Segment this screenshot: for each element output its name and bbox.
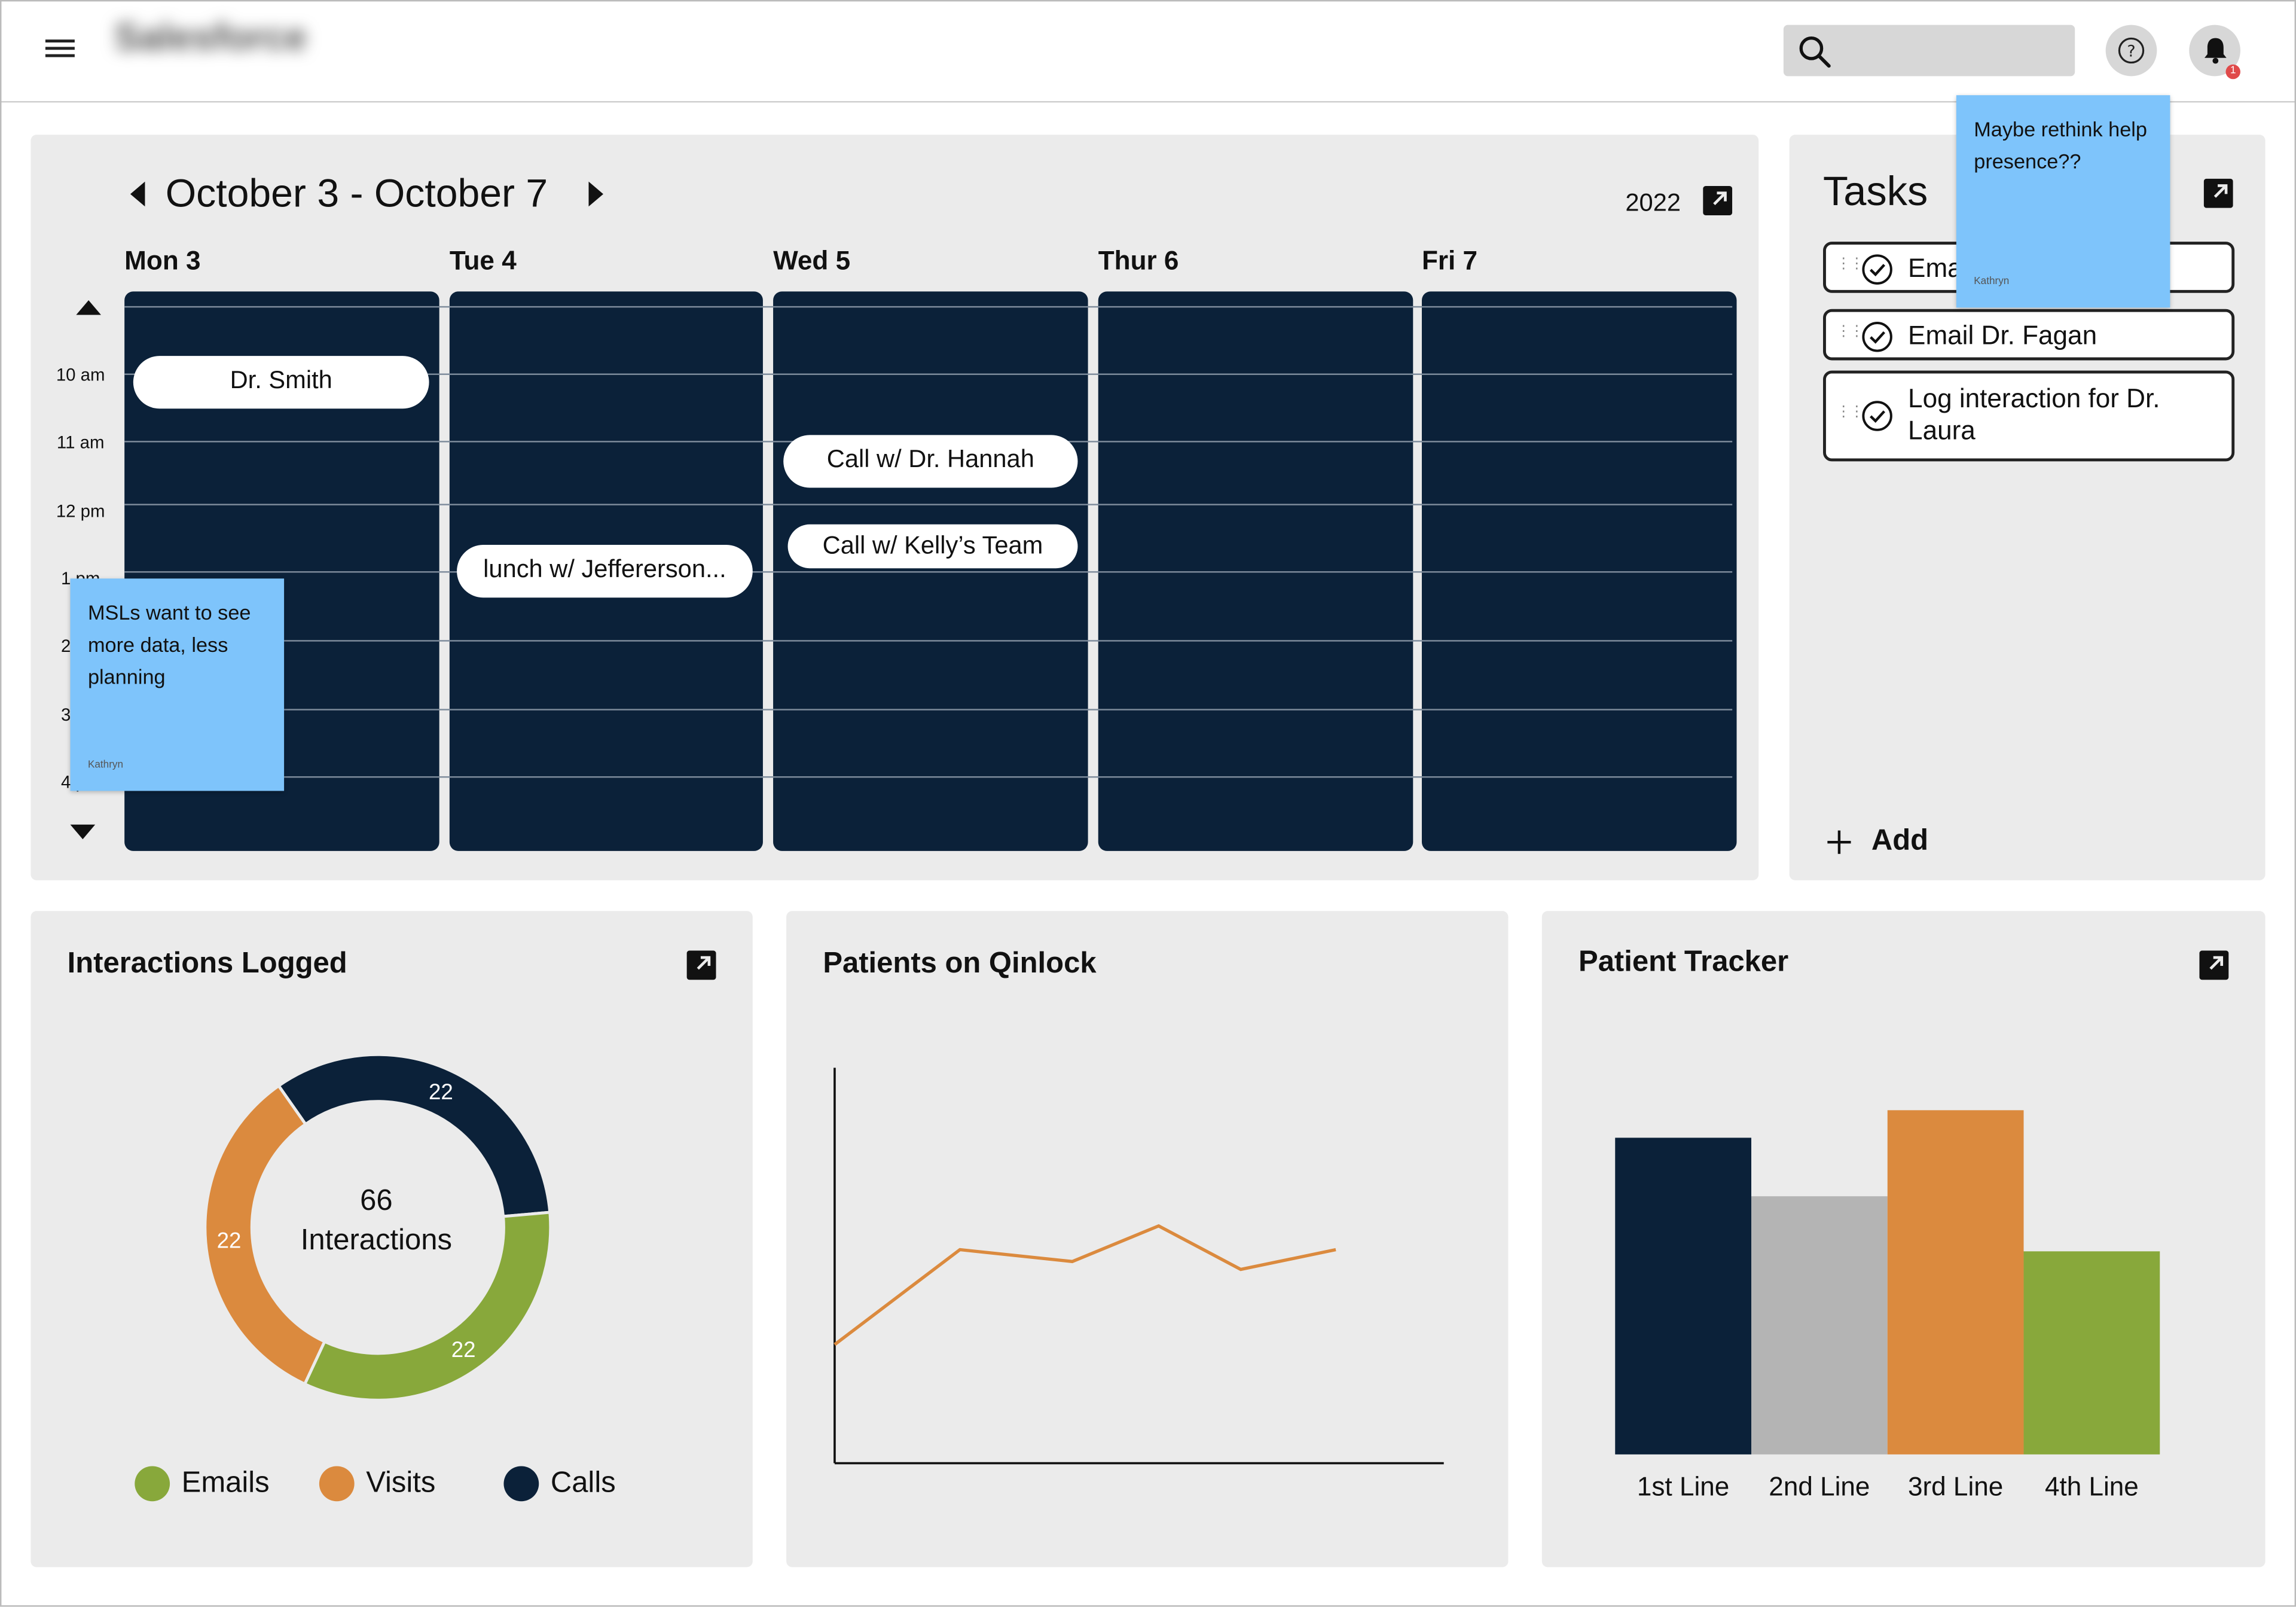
drag-handle-icon[interactable]: ⋮⋮ — [1836, 256, 1864, 273]
interactions-title: Interactions Logged — [67, 947, 347, 980]
search-input[interactable] — [1783, 25, 2075, 77]
donut-center-label: Interactions — [300, 1224, 452, 1257]
interactions-donut-chart: 22 22 22 — [203, 1053, 552, 1402]
help-button[interactable]: ? — [2105, 25, 2157, 77]
task-label: Email Dr. Fagan — [1908, 321, 2097, 350]
tracker-expand-icon[interactable] — [2199, 950, 2229, 980]
check-circle-icon[interactable] — [1861, 321, 1894, 353]
hour-gridline — [124, 571, 1733, 573]
sticky-note-author: Kathryn — [1974, 276, 2010, 288]
brand-logo: Salesforce — [114, 14, 307, 59]
notification-badge: 1 — [2225, 64, 2240, 80]
event-call-kelly-team[interactable]: Call w/ Kelly’s Team — [787, 524, 1078, 569]
legend-visits: Visits — [319, 1466, 436, 1502]
day-header-mon: Mon 3 — [124, 246, 201, 276]
bar-category-label: 4th Line — [2045, 1472, 2139, 1501]
line-series — [833, 1224, 1336, 1346]
hamburger-menu-icon[interactable] — [45, 38, 75, 62]
bar-3 — [1887, 1110, 2024, 1454]
legend-calls-label: Calls — [550, 1466, 616, 1499]
donut-slice-visits — [203, 1084, 327, 1386]
legend-visits-label: Visits — [366, 1466, 436, 1499]
question-mark-icon: ? — [2118, 37, 2145, 64]
search-field[interactable] — [1842, 31, 2062, 71]
hour-gridline — [124, 373, 1733, 375]
patients-line-chart — [833, 1068, 1444, 1465]
sticky-note-author: Kathryn — [87, 760, 124, 771]
hour-gridline — [124, 709, 1733, 711]
interactions-expand-icon[interactable] — [686, 950, 716, 980]
sticky-note-text: MSLs want to see more data, less plannin… — [87, 600, 251, 689]
sticky-note[interactable]: Maybe rethink help presence?? Kathryn — [1956, 95, 2170, 308]
day-header-thur: Thur 6 — [1098, 246, 1179, 276]
hour-gridline — [124, 640, 1733, 642]
bell-icon — [2204, 38, 2227, 64]
tasks-title: Tasks — [1823, 168, 1928, 214]
check-circle-icon[interactable] — [1861, 254, 1894, 286]
patient-tracker-bar-chart: 1st Line 2nd Line 3rd Line 4th Line — [1615, 1110, 2160, 1501]
sticky-note[interactable]: MSLs want to see more data, less plannin… — [70, 578, 285, 791]
interactions-card — [30, 911, 753, 1568]
day-header-tue: Tue 4 — [449, 246, 517, 276]
donut-slice-value: 22 — [217, 1228, 242, 1252]
legend-calls: Calls — [503, 1466, 616, 1502]
task-item[interactable]: ⋮⋮ Email Dr. Fagan — [1823, 309, 2235, 361]
task-label: Log interaction for Dr. Laura — [1908, 383, 2160, 446]
plus-icon — [1827, 830, 1851, 854]
event-call-dr-hannah[interactable]: Call w/ Dr. Hannah — [783, 435, 1078, 488]
drag-handle-icon[interactable]: ⋮⋮ — [1836, 404, 1864, 420]
bar-2 — [1751, 1196, 1888, 1454]
patients-title: Patients on Qinlock — [823, 947, 1097, 980]
event-lunch-jefferson[interactable]: lunch w/ Jeffererson... — [457, 545, 753, 598]
bar-category-label: 2nd Line — [1769, 1472, 1870, 1501]
check-circle-icon[interactable] — [1861, 400, 1894, 432]
next-week-icon[interactable] — [586, 180, 606, 208]
hour-gridline — [124, 776, 1733, 778]
prev-week-icon[interactable] — [127, 180, 148, 208]
bar-4 — [2023, 1251, 2160, 1454]
scroll-up-icon[interactable] — [75, 299, 103, 316]
hour-gridline — [124, 306, 1733, 308]
topbar: Salesforce ? 1 — [0, 0, 2296, 103]
hour-gridline — [124, 504, 1733, 505]
calendar-year: 2022 — [1625, 188, 1681, 217]
legend-visits-swatch — [319, 1466, 355, 1502]
day-header-fri: Fri 7 — [1421, 246, 1478, 276]
tracker-title: Patient Tracker — [1578, 946, 1789, 978]
drag-handle-icon[interactable]: ⋮⋮ — [1836, 324, 1864, 340]
svg-text:?: ? — [2127, 42, 2135, 60]
time-label: 12 pm — [56, 501, 105, 522]
calendar-expand-icon[interactable] — [1703, 186, 1733, 216]
legend-emails-swatch — [135, 1466, 170, 1502]
bar-category-label: 1st Line — [1637, 1472, 1729, 1501]
add-task-label: Add — [1871, 824, 1929, 857]
notifications-button[interactable]: 1 — [2189, 25, 2240, 80]
calendar-range-title: October 3 - October 7 — [165, 171, 548, 216]
legend-calls-swatch — [503, 1466, 539, 1502]
donut-slice-calls — [276, 1053, 552, 1218]
donut-slice-value: 22 — [429, 1080, 453, 1104]
search-icon — [1799, 36, 1831, 68]
legend-emails: Emails — [135, 1466, 270, 1502]
tasks-expand-icon[interactable] — [2203, 178, 2233, 208]
task-item[interactable]: ⋮⋮ Log interaction for Dr. Laura — [1823, 370, 2235, 462]
day-header-wed: Wed 5 — [773, 246, 851, 276]
sticky-note-text: Maybe rethink help presence?? — [1974, 117, 2147, 173]
patients-card — [786, 911, 1509, 1568]
bar-category-label: 3rd Line — [1908, 1472, 2003, 1501]
legend-emails-label: Emails — [181, 1466, 270, 1499]
donut-slice-emails — [303, 1210, 552, 1402]
donut-center-value: 66 — [360, 1185, 393, 1218]
bar-1 — [1615, 1138, 1752, 1454]
time-label: 10 am — [56, 364, 105, 386]
scroll-down-icon[interactable] — [69, 823, 97, 840]
donut-slice-value: 22 — [451, 1337, 476, 1362]
event-dr-smith[interactable]: Dr. Smith — [133, 356, 429, 409]
time-label: 11 am — [56, 432, 105, 453]
